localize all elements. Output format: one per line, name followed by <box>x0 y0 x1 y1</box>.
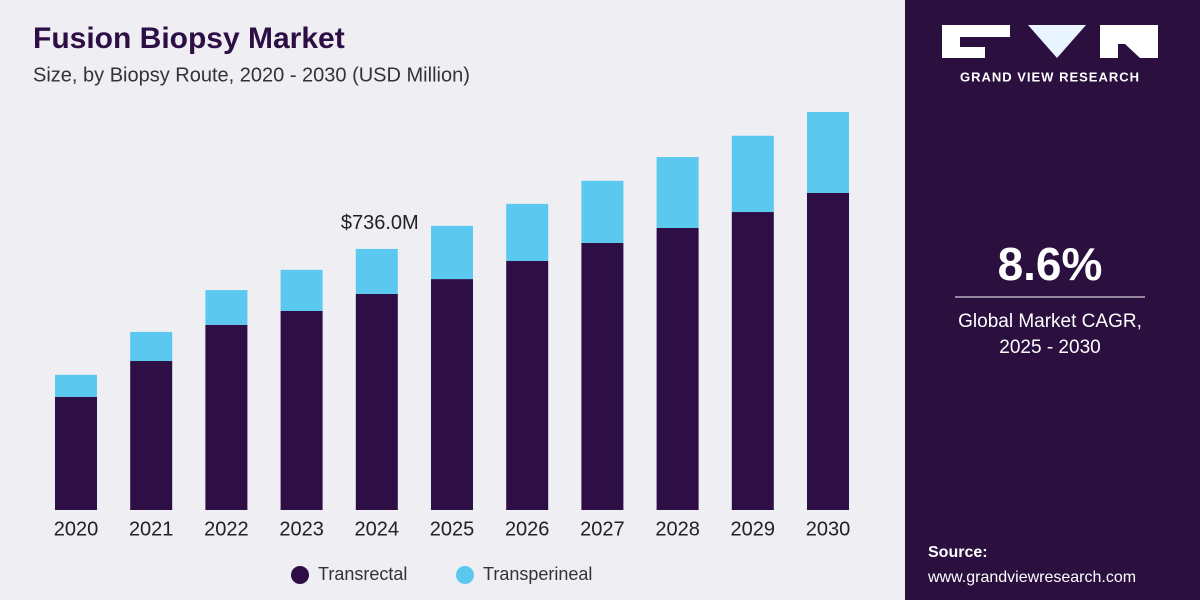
bar-segment <box>731 212 774 510</box>
bar-segment <box>581 180 624 243</box>
bar-segment <box>807 112 849 193</box>
value-annotation: $736.0M <box>341 212 419 234</box>
bar-segment <box>130 331 173 362</box>
cagr-period: 2025 - 2030 <box>999 337 1100 358</box>
bar-segment <box>280 311 323 510</box>
x-tick-label: 2020 <box>54 518 99 540</box>
bar-segment <box>55 396 97 510</box>
brand-name: GRAND VIEW RESEARCH <box>960 69 1140 84</box>
x-tick-label: 2027 <box>580 518 625 540</box>
x-tick-label: 2023 <box>279 518 324 540</box>
x-tick-label: 2026 <box>505 518 550 540</box>
bar-segment <box>807 192 849 510</box>
bar-segment <box>431 279 473 510</box>
bar-segment <box>205 324 248 510</box>
legend-swatch <box>456 566 474 584</box>
x-tick-label: 2022 <box>204 518 249 540</box>
logo-r <box>1100 25 1158 58</box>
legend-label: Transperineal <box>483 564 592 584</box>
x-tick-label: 2025 <box>430 518 475 540</box>
bar-segment <box>731 135 774 213</box>
bar-segment <box>205 290 248 325</box>
bar-segment <box>656 227 699 510</box>
x-tick-label: 2021 <box>129 518 174 540</box>
x-tick-label: 2029 <box>731 518 776 540</box>
bar-segment <box>355 293 398 510</box>
bar-segment <box>55 374 97 397</box>
bar-segment <box>130 361 173 510</box>
bar-segment <box>506 203 549 261</box>
source-label: Source: <box>928 544 988 561</box>
logo: GRAND VIEW RESEARCH <box>942 25 1158 84</box>
bar-segment <box>280 269 323 311</box>
x-tick-label: 2030 <box>806 518 851 540</box>
bar-segment <box>656 157 699 228</box>
x-tick-label: 2024 <box>355 518 400 540</box>
cagr-label: Global Market CAGR, <box>958 311 1142 332</box>
logo-g <box>942 25 1010 58</box>
bar-segment <box>506 260 549 510</box>
cagr-value: 8.6% <box>998 238 1103 290</box>
legend-label: Transrectal <box>318 564 407 584</box>
chart-subtitle: Size, by Biopsy Route, 2020 - 2030 (USD … <box>33 64 470 86</box>
bar-segment <box>355 248 398 294</box>
legend-swatch <box>291 566 309 584</box>
source-url[interactable]: www.grandviewresearch.com <box>927 569 1136 586</box>
bar-segment <box>431 225 473 280</box>
chart-title: Fusion Biopsy Market <box>33 22 345 55</box>
logo-v <box>1028 25 1086 58</box>
side-panel <box>905 0 1200 600</box>
x-tick-label: 2028 <box>655 518 700 540</box>
bar-segment <box>581 242 624 510</box>
